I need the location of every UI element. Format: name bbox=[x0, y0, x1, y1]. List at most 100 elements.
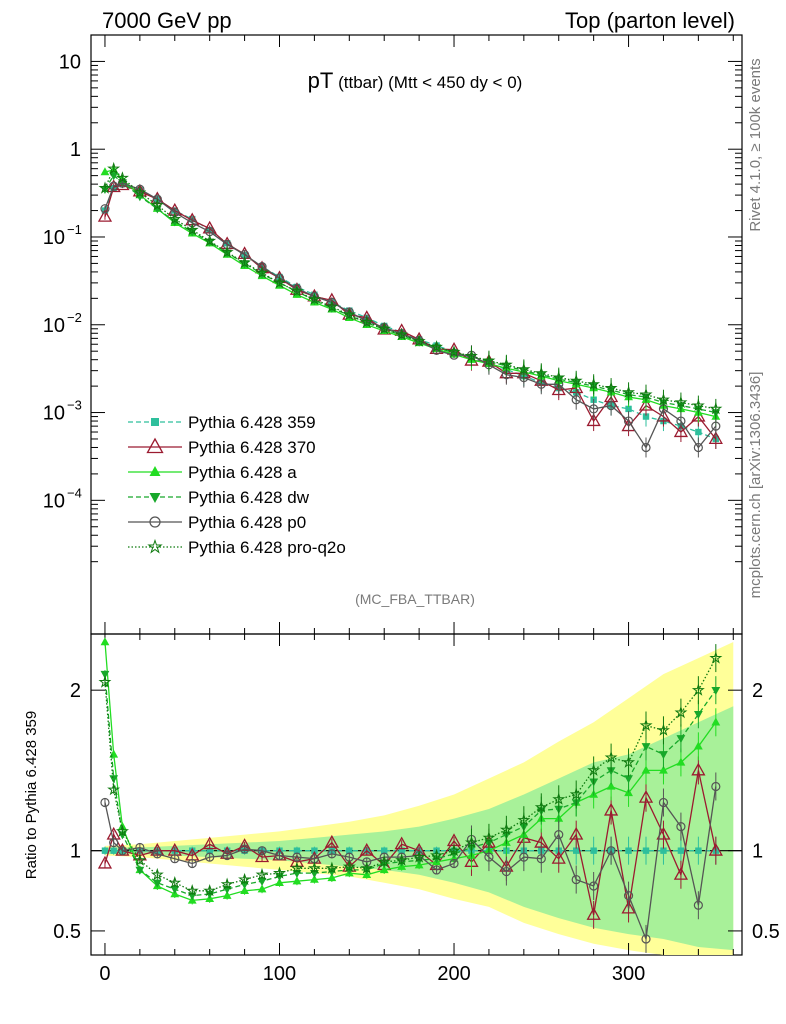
ratio-frame bbox=[90, 633, 743, 956]
data-point bbox=[484, 852, 494, 862]
data-point bbox=[257, 884, 267, 893]
data-point bbox=[255, 867, 269, 881]
data-point bbox=[149, 466, 161, 476]
y-tick-label: 10 bbox=[43, 227, 65, 249]
y-tick-label: 1 bbox=[70, 139, 81, 161]
data-point bbox=[359, 842, 374, 856]
data-point bbox=[519, 852, 529, 862]
data-point bbox=[292, 876, 302, 885]
data-point bbox=[624, 775, 633, 784]
data-point bbox=[639, 387, 653, 401]
data-point bbox=[641, 934, 651, 944]
data-point bbox=[276, 847, 283, 854]
data-point bbox=[135, 866, 145, 875]
data-point bbox=[135, 842, 145, 853]
data-point bbox=[693, 900, 703, 910]
data-point bbox=[482, 830, 496, 844]
data-point bbox=[501, 866, 511, 877]
data-point bbox=[133, 185, 147, 199]
data-point bbox=[673, 424, 689, 438]
data-point bbox=[346, 847, 353, 854]
data-point bbox=[711, 421, 721, 431]
data-point bbox=[220, 245, 234, 258]
data-point bbox=[590, 847, 597, 854]
data-point bbox=[381, 847, 388, 854]
data-point bbox=[100, 204, 110, 214]
data-point bbox=[100, 670, 110, 679]
data-point bbox=[430, 848, 444, 861]
data-point bbox=[97, 209, 113, 222]
header-left: 7000 GeV pp bbox=[102, 8, 232, 33]
ratio-ylabel: Ratio to Pythia 6.428 359 bbox=[23, 711, 40, 879]
data-point bbox=[395, 853, 409, 866]
data-point bbox=[589, 881, 599, 891]
data-point bbox=[676, 821, 686, 832]
series-5-main bbox=[98, 161, 723, 419]
x-tick-label: 0 bbox=[99, 963, 110, 985]
data-point bbox=[360, 861, 374, 874]
legend-label: Pythia 6.428 pro-q2o bbox=[188, 538, 346, 557]
data-point bbox=[641, 743, 651, 752]
data-point bbox=[499, 823, 513, 836]
data-point bbox=[534, 800, 548, 813]
data-point bbox=[107, 782, 121, 796]
data-point bbox=[642, 847, 650, 854]
series-5-ratio bbox=[98, 644, 723, 897]
y-tick-label: 10 bbox=[43, 315, 65, 337]
data-point bbox=[272, 276, 286, 289]
ratio-tick-label-right: 2 bbox=[752, 680, 763, 702]
data-point bbox=[238, 255, 251, 269]
legend-item: Pythia 6.428 dw bbox=[128, 488, 310, 507]
data-point bbox=[641, 765, 651, 774]
ratio-tick-label-left: 1 bbox=[70, 841, 81, 863]
data-point bbox=[395, 327, 409, 341]
data-point bbox=[709, 402, 723, 415]
legend-label: Pythia 6.428 a bbox=[188, 463, 297, 482]
data-point bbox=[676, 416, 686, 426]
data-point bbox=[109, 838, 119, 848]
data-point bbox=[571, 874, 581, 885]
data-point bbox=[606, 846, 616, 856]
data-point bbox=[292, 852, 302, 862]
data-point bbox=[311, 847, 318, 854]
ratio-tick-label-right: 0.5 bbox=[752, 921, 780, 943]
data-point bbox=[676, 757, 686, 766]
data-point bbox=[185, 883, 199, 897]
data-point bbox=[638, 397, 654, 411]
legend-label: Pythia 6.428 359 bbox=[188, 413, 316, 432]
data-point bbox=[255, 266, 269, 279]
data-point bbox=[638, 789, 654, 803]
data-point bbox=[205, 852, 215, 862]
data-point bbox=[449, 858, 459, 869]
x-tick-label: 100 bbox=[263, 963, 296, 985]
data-point bbox=[625, 847, 632, 854]
data-point bbox=[711, 717, 721, 726]
data-point bbox=[327, 873, 337, 882]
data-point bbox=[447, 345, 461, 358]
data-point bbox=[240, 886, 249, 894]
data-point bbox=[203, 234, 217, 247]
data-point bbox=[674, 395, 688, 409]
data-point bbox=[109, 775, 119, 784]
data-point bbox=[569, 787, 583, 800]
series-line bbox=[104, 167, 716, 410]
data-point bbox=[342, 308, 356, 321]
data-point bbox=[324, 834, 339, 848]
legend-label: Pythia 6.428 dw bbox=[188, 488, 310, 507]
ratio-plot: 0 100 200 300 0.5 0.5 1 1 2 2 bbox=[53, 633, 780, 985]
data-point bbox=[603, 802, 619, 816]
data-point bbox=[708, 431, 723, 445]
data-point bbox=[464, 835, 478, 849]
data-point bbox=[107, 161, 121, 175]
data-point bbox=[708, 842, 723, 856]
data-point bbox=[659, 765, 668, 774]
data-point bbox=[673, 867, 689, 880]
data-point bbox=[606, 400, 616, 411]
data-point bbox=[168, 876, 182, 889]
data-point bbox=[499, 358, 513, 371]
data-point bbox=[711, 781, 721, 792]
data-point bbox=[534, 366, 548, 379]
data-point bbox=[101, 847, 109, 854]
